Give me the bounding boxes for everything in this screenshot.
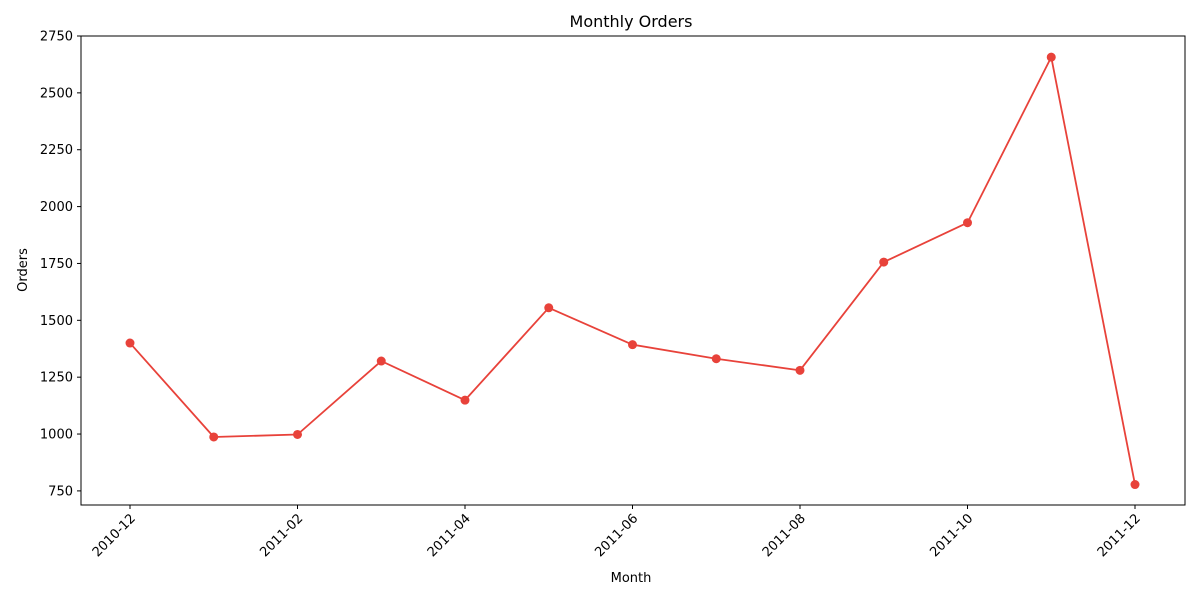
y-axis-title: Orders <box>16 248 31 292</box>
y-tick-label: 2250 <box>40 143 73 158</box>
data-point <box>879 257 889 267</box>
data-point <box>1046 52 1056 62</box>
data-point <box>376 356 386 366</box>
y-tick-label: 2750 <box>40 30 73 45</box>
data-point <box>795 365 805 375</box>
x-tick-label: 2011-02 <box>257 511 306 560</box>
y-tick-label: 1750 <box>40 257 73 272</box>
plot-frame <box>80 35 1186 506</box>
x-tick-label: 2011-08 <box>760 511 809 560</box>
data-point <box>711 354 721 364</box>
data-point <box>963 218 972 228</box>
chart-title: Monthly Orders <box>570 12 693 31</box>
axes: 750 1000 1250 1500 1750 2000 2250 2500 2750 2010-… <box>40 30 1186 560</box>
y-tick-label: 750 <box>48 484 73 499</box>
data-point <box>460 395 470 405</box>
data-point <box>628 340 637 350</box>
data-point <box>1130 480 1140 490</box>
y-tick-label: 2000 <box>40 200 73 215</box>
data-point <box>544 303 554 313</box>
y-tick-label: 1250 <box>40 371 73 386</box>
y-tick-label: 2500 <box>40 86 73 101</box>
series-layer <box>125 52 1140 490</box>
series-line <box>129 56 1136 485</box>
data-point <box>125 338 135 348</box>
data-point <box>293 429 302 439</box>
x-tick-label: 2011-12 <box>1095 511 1144 560</box>
data-point <box>209 432 219 442</box>
y-tick-label: 1500 <box>40 314 73 329</box>
y-tick-label: 1000 <box>40 428 73 443</box>
x-tick-label: 2011-10 <box>927 511 976 560</box>
x-tick-label: 2011-04 <box>425 511 474 560</box>
x-tick-label: 2011-06 <box>592 511 641 560</box>
x-axis-title: Month <box>611 571 652 586</box>
x-tick-label: 2010-12 <box>90 511 139 560</box>
